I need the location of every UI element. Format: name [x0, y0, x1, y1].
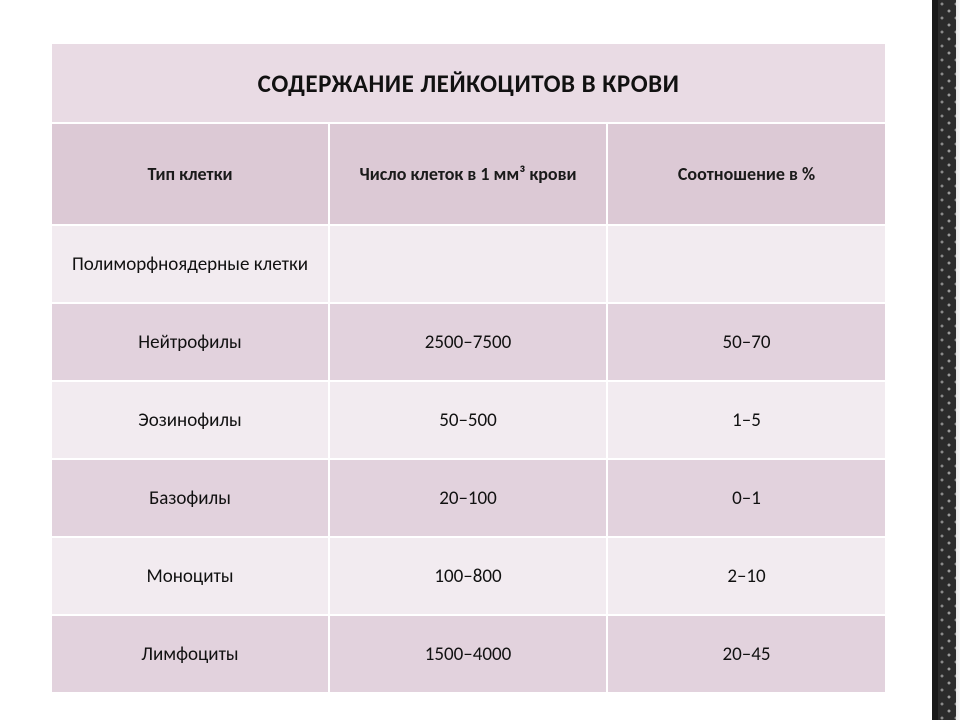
cell-pct: 20–45: [607, 615, 886, 693]
cell-pct: [607, 225, 886, 303]
table-row: Моноциты 100–800 2–10: [51, 537, 886, 615]
cell-type: Моноциты: [51, 537, 329, 615]
cell-count: 1500–4000: [329, 615, 607, 693]
cell-count: 2500–7500: [329, 303, 607, 381]
table-title-row: СОДЕРЖАНИЕ ЛЕЙКОЦИТОВ В КРОВИ: [51, 43, 886, 123]
table-row: Нейтрофилы 2500–7500 50–70: [51, 303, 886, 381]
cell-count: 20–100: [329, 459, 607, 537]
table-title: СОДЕРЖАНИЕ ЛЕЙКОЦИТОВ В КРОВИ: [51, 43, 886, 123]
leukocyte-table: СОДЕРЖАНИЕ ЛЕЙКОЦИТОВ В КРОВИ Тип клетки…: [50, 42, 887, 694]
cell-type: Полиморфноядерные клетки: [51, 225, 329, 303]
right-edge-decoration: [926, 0, 960, 720]
cell-pct: 0–1: [607, 459, 886, 537]
table-row: Полиморфноядерные клетки: [51, 225, 886, 303]
cell-pct: 1–5: [607, 381, 886, 459]
cell-pct: 50–70: [607, 303, 886, 381]
table-row: Лимфоциты 1500–4000 20–45: [51, 615, 886, 693]
cell-type: Базофилы: [51, 459, 329, 537]
cell-type: Лимфоциты: [51, 615, 329, 693]
table-row: Базофилы 20–100 0–1: [51, 459, 886, 537]
col-header-count: Число клеток в 1 мм³ крови: [329, 123, 607, 225]
table-row: Эозинофилы 50–500 1–5: [51, 381, 886, 459]
edge-pattern: [938, 0, 956, 720]
cell-type: Эозинофилы: [51, 381, 329, 459]
leukocyte-table-container: СОДЕРЖАНИЕ ЛЕЙКОЦИТОВ В КРОВИ Тип клетки…: [50, 42, 885, 694]
cell-type: Нейтрофилы: [51, 303, 329, 381]
slide: СОДЕРЖАНИЕ ЛЕЙКОЦИТОВ В КРОВИ Тип клетки…: [0, 0, 960, 720]
cell-count: [329, 225, 607, 303]
edge-light: [956, 0, 960, 720]
table-header-row: Тип клетки Число клеток в 1 мм³ крови Со…: [51, 123, 886, 225]
cell-pct: 2–10: [607, 537, 886, 615]
col-header-cell-type: Тип клетки: [51, 123, 329, 225]
cell-count: 50–500: [329, 381, 607, 459]
col-header-percent: Соотношение в %: [607, 123, 886, 225]
cell-count: 100–800: [329, 537, 607, 615]
